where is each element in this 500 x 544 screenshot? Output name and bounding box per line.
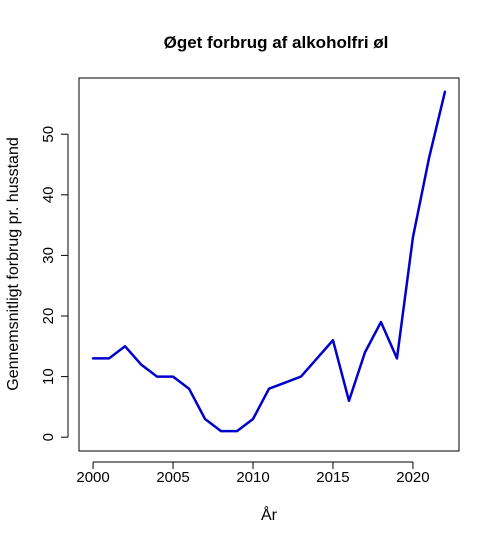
y-axis: 0 10 20 30 40 50 <box>40 126 69 441</box>
y-axis-label: Gennemsnitligt forbrug pr. husstand <box>5 137 22 390</box>
y-tick-label: 10 <box>40 368 57 385</box>
y-tick-label: 50 <box>40 126 57 143</box>
x-tick-label: 2015 <box>316 469 349 486</box>
y-tick-label: 20 <box>40 308 57 325</box>
y-tick-label: 40 <box>40 186 57 203</box>
y-tick-label: 0 <box>40 433 57 441</box>
series-group <box>91 90 447 433</box>
x-tick-label: 2020 <box>396 469 429 486</box>
chart-title: Øget forbrug af alkoholfri øl <box>164 33 389 52</box>
x-axis-label: År <box>261 505 278 524</box>
x-tick-label: 2005 <box>156 469 189 486</box>
x-axis: 2000 2005 2010 2015 2020 <box>76 461 430 486</box>
series-line <box>91 90 447 433</box>
x-tick-label: 2000 <box>76 469 109 486</box>
x-tick-label: 2010 <box>236 469 269 486</box>
plot-frame <box>78 77 460 452</box>
y-tick-label: 30 <box>40 247 57 264</box>
